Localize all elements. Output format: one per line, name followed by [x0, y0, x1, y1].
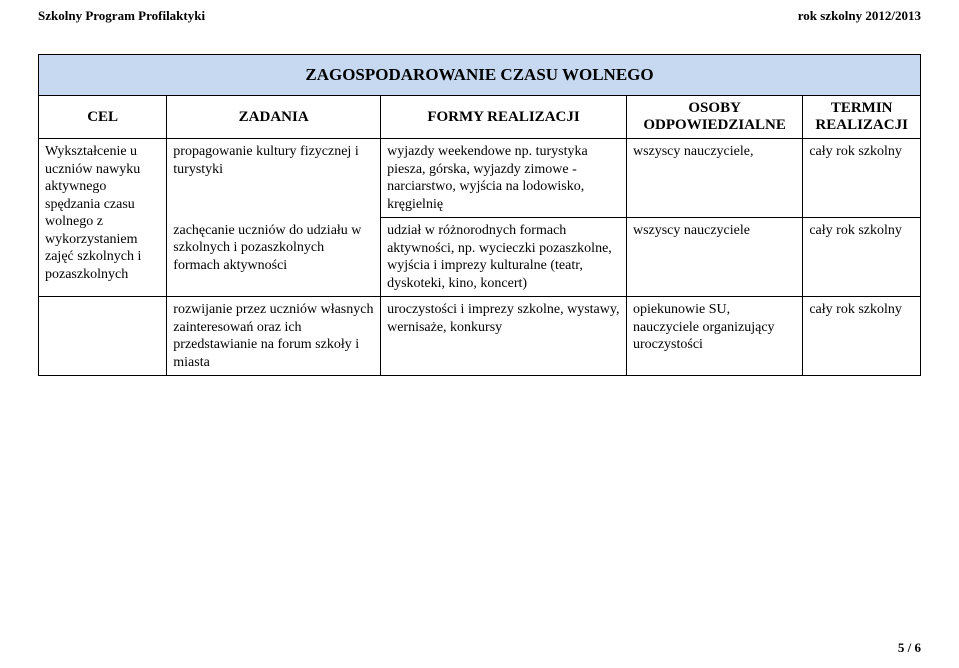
page-header: Szkolny Program Profilaktyki rok szkolny… — [0, 0, 959, 24]
cell-formy: udział w różnorodnych formach aktywności… — [381, 218, 627, 297]
cell-termin: cały rok szkolny — [803, 139, 921, 218]
cell-cel: Wykształcenie u uczniów nawyku aktywnego… — [39, 139, 167, 297]
table-title: ZAGOSPODAROWANIE CZASU WOLNEGO — [39, 55, 921, 96]
cell-osoby: opiekunowie SU, nauczyciele organizujący… — [626, 297, 802, 376]
header-left: Szkolny Program Profilaktyki — [38, 8, 205, 24]
table-row: rozwijanie przez uczniów własnych zainte… — [39, 297, 921, 376]
cell-cel-empty — [39, 297, 167, 376]
cell-termin: cały rok szkolny — [803, 218, 921, 297]
cell-osoby: wszyscy nauczyciele, — [626, 139, 802, 218]
cell-termin: cały rok szkolny — [803, 297, 921, 376]
col-header-osoby: OSOBY ODPOWIEDZIALNE — [626, 96, 802, 139]
cell-zadania: rozwijanie przez uczniów własnych zainte… — [167, 297, 381, 376]
table-row: zachęcanie uczniów do udziału w szkolnyc… — [39, 218, 921, 297]
cell-formy: uroczystości i imprezy szkolne, wystawy,… — [381, 297, 627, 376]
table-row: Wykształcenie u uczniów nawyku aktywnego… — [39, 139, 921, 218]
header-right: rok szkolny 2012/2013 — [798, 8, 921, 24]
col-header-zadania: ZADANIA — [167, 96, 381, 139]
cell-zadania: propagowanie kultury fizycznej i turysty… — [167, 139, 381, 218]
table-title-row: ZAGOSPODAROWANIE CZASU WOLNEGO — [39, 55, 921, 96]
col-header-formy: FORMY REALIZACJI — [381, 96, 627, 139]
cell-osoby: wszyscy nauczyciele — [626, 218, 802, 297]
cell-zadania: zachęcanie uczniów do udziału w szkolnyc… — [167, 218, 381, 297]
main-table: ZAGOSPODAROWANIE CZASU WOLNEGO CEL ZADAN… — [38, 54, 921, 376]
page-number: 5 / 6 — [898, 640, 921, 656]
col-header-cel: CEL — [39, 96, 167, 139]
table-header-row: CEL ZADANIA FORMY REALIZACJI OSOBY ODPOW… — [39, 96, 921, 139]
cell-formy: wyjazdy weekendowe np. turystyka piesza,… — [381, 139, 627, 218]
col-header-termin: TERMIN REALIZACJI — [803, 96, 921, 139]
content-area: ZAGOSPODAROWANIE CZASU WOLNEGO CEL ZADAN… — [0, 24, 959, 376]
